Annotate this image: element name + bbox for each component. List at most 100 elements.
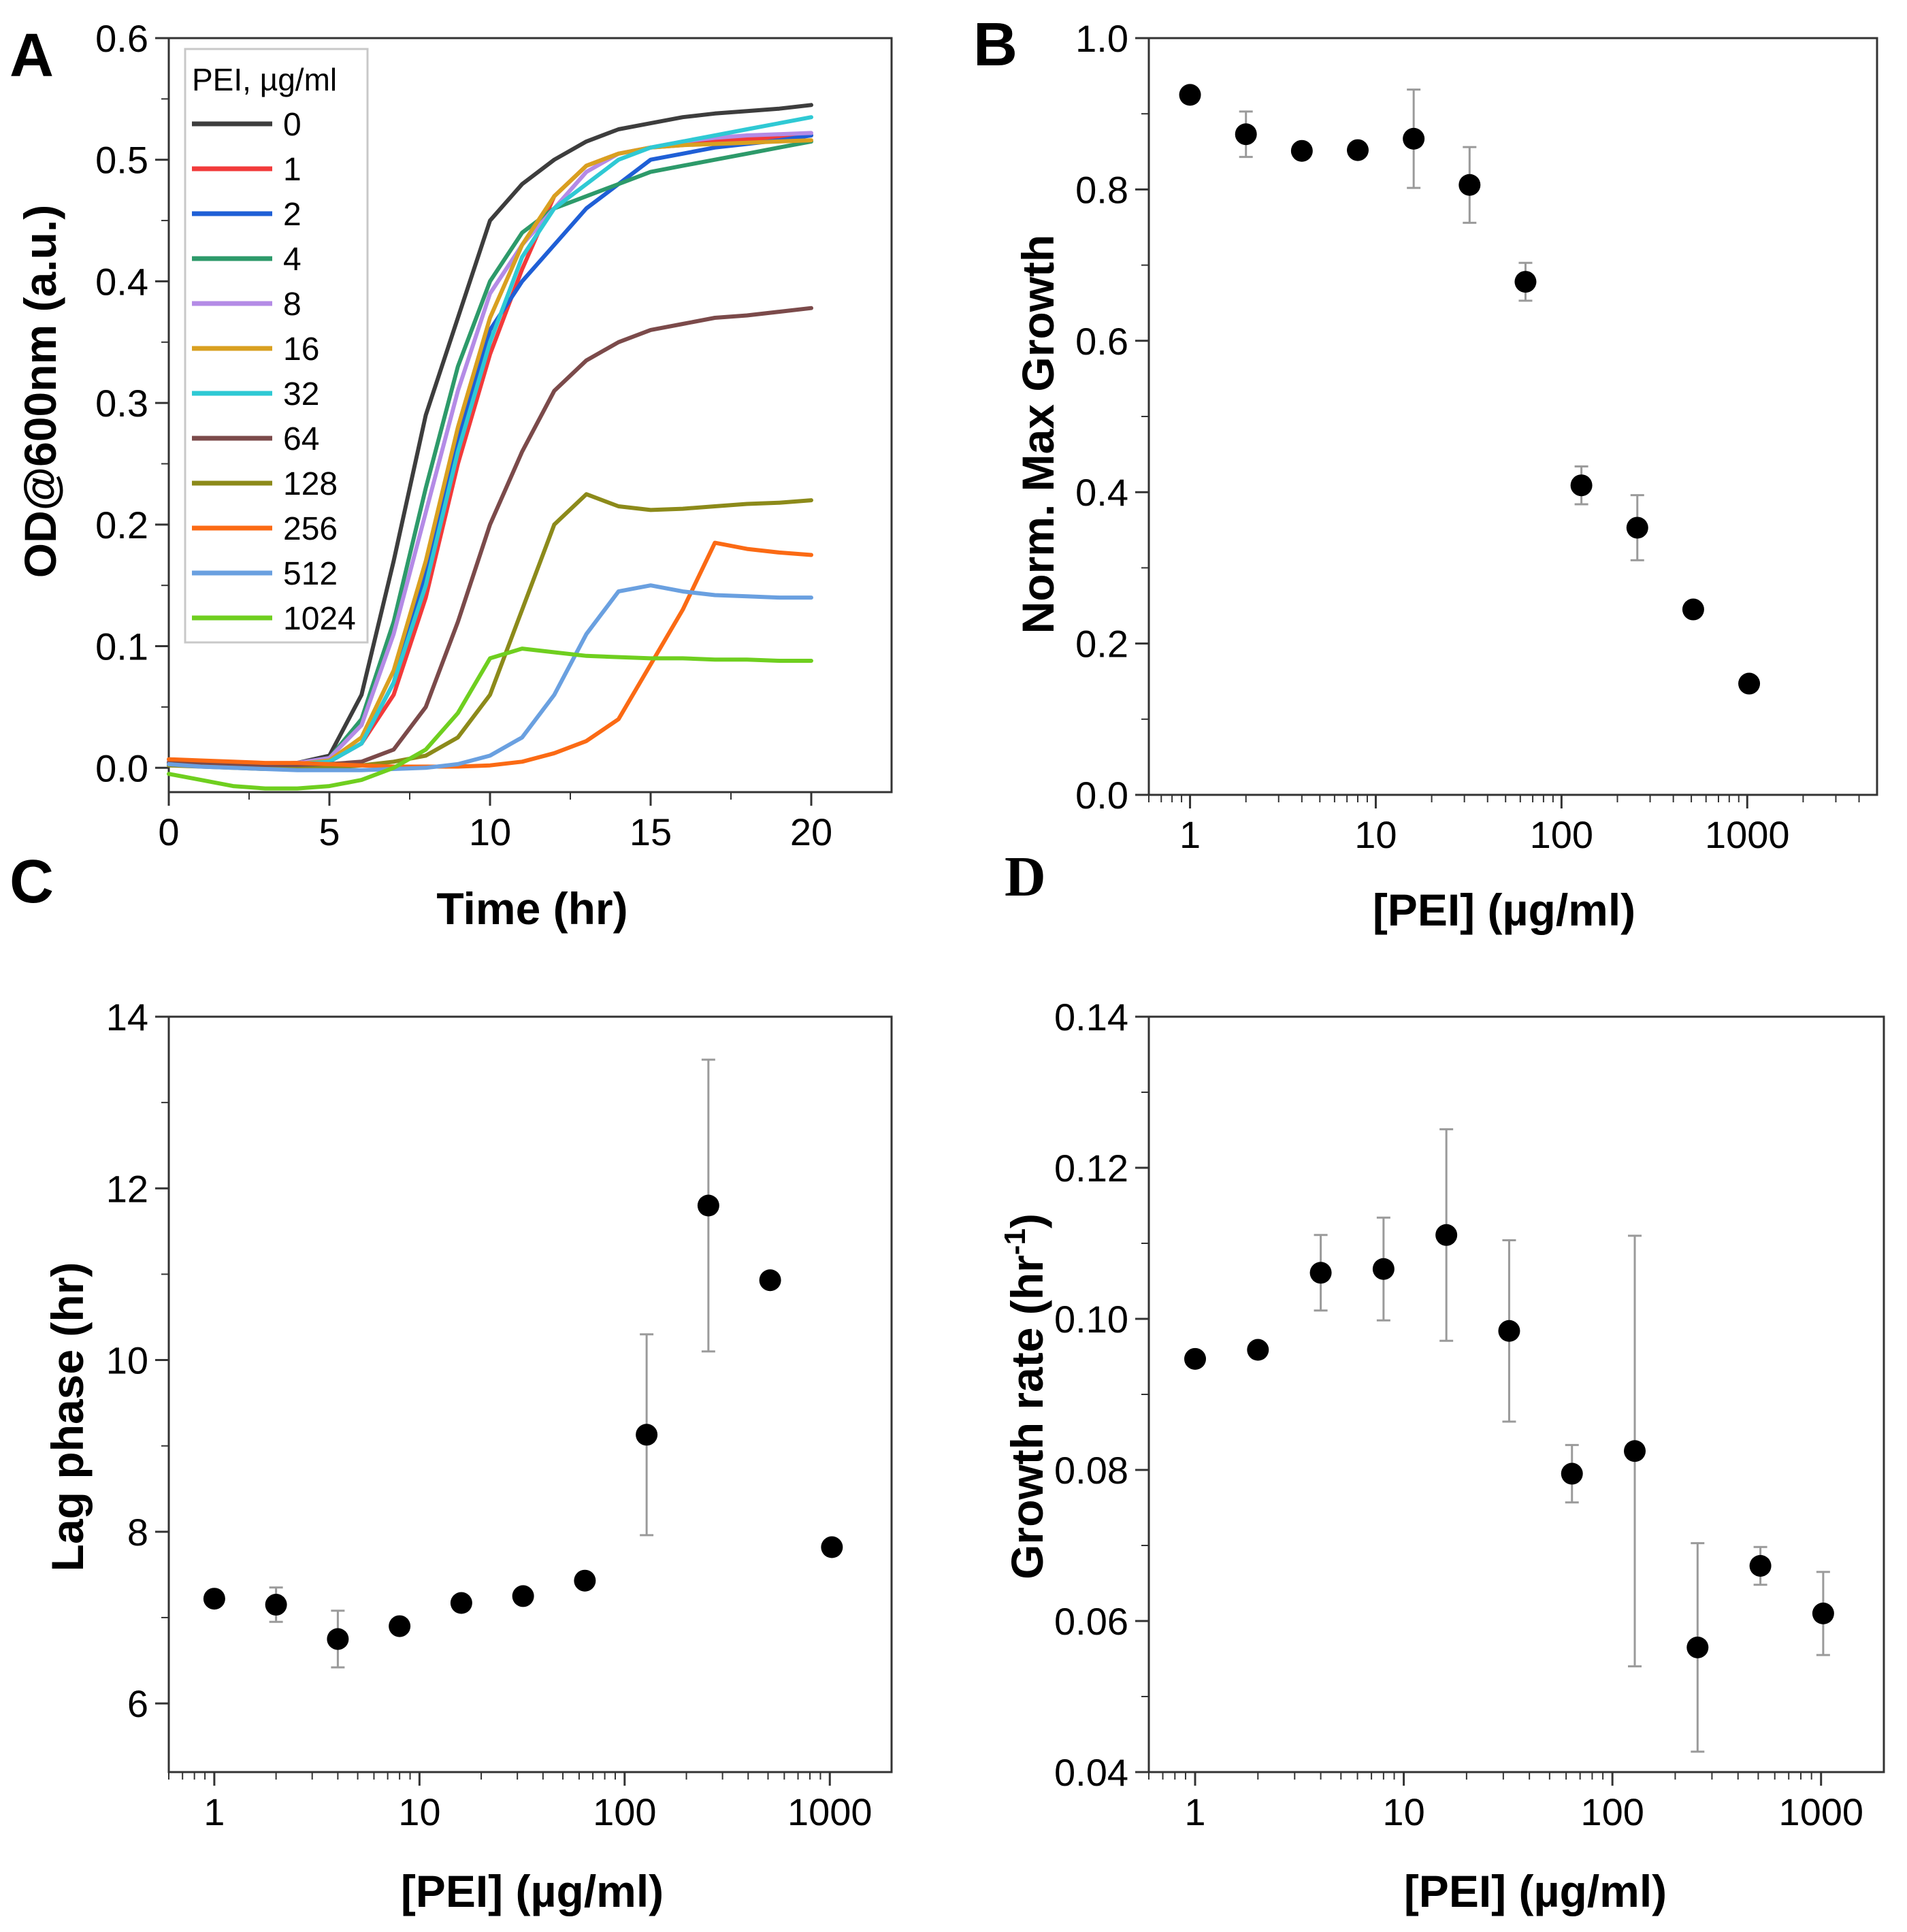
data-point (203, 1588, 225, 1610)
y-tick-label: 0.6 (95, 17, 148, 60)
x-tick-label: 1 (203, 1790, 225, 1833)
legend-label-1024: 1024 (283, 601, 356, 637)
y-tick-label: 0.14 (1054, 996, 1128, 1038)
data-point (450, 1592, 472, 1614)
y-tick-label: 0.12 (1054, 1147, 1128, 1190)
x-tick-label: 100 (1530, 813, 1593, 856)
data-point (574, 1569, 596, 1592)
legend-box (184, 48, 369, 644)
data-point (1570, 474, 1593, 497)
y-tick-label: 0.04 (1054, 1751, 1128, 1794)
legend-label-2: 2 (283, 197, 301, 233)
legend-label-4: 4 (283, 242, 301, 278)
x-tick-label: 10 (398, 1790, 440, 1833)
panel-a-legend: PEI, µg/ml 0 1 2 4 8 16 32 64 128 256 512 1024 (184, 48, 369, 644)
panel-a: A 0 5 10 15 200.00.10.20.30.40.50.6 Time (hr… (10, 17, 893, 934)
panel-b-y-axis-label: Norm. Max Growth (1013, 235, 1063, 634)
data-point (1626, 517, 1648, 539)
data-point (1435, 1224, 1458, 1246)
data-point (821, 1536, 843, 1558)
legend-label-512: 512 (283, 556, 338, 592)
data-point (1498, 1320, 1520, 1342)
data-point (1458, 174, 1481, 196)
y-tick-label: 0.10 (1054, 1298, 1128, 1341)
data-point (1235, 123, 1257, 146)
x-tick-label: 10 (469, 811, 511, 853)
panel-b-x-axis-label: [PEI] (µg/ml) (1373, 885, 1635, 935)
panel-d-y-axis-label-close: ) (1002, 1213, 1052, 1228)
y-tick-label: 10 (106, 1339, 148, 1382)
x-tick-label: 100 (593, 1790, 656, 1833)
x-tick-label: 1 (1184, 1790, 1205, 1833)
series-line-1024 (167, 646, 813, 791)
data-point (1686, 1636, 1709, 1658)
data-point (759, 1269, 781, 1292)
data-point (636, 1424, 658, 1446)
data-point (697, 1194, 719, 1217)
series-line-256 (167, 540, 813, 769)
x-tick-label: 0 (158, 811, 179, 853)
y-tick-label: 0.6 (1075, 320, 1128, 363)
y-tick-label: 0.3 (95, 382, 148, 425)
y-tick-label: 0.2 (1075, 623, 1128, 666)
data-point (1738, 672, 1761, 695)
x-tick-label: 100 (1580, 1790, 1644, 1833)
x-tick-label: 10 (1354, 813, 1397, 856)
data-point (1682, 598, 1704, 621)
panel-c-letter: C (10, 848, 54, 916)
y-tick-label: 0.8 (1075, 168, 1128, 211)
panel-d-y-axis-label-main: Growth rate (hr (1002, 1255, 1052, 1579)
x-tick-label: 1000 (1705, 813, 1790, 856)
legend-label-32: 32 (283, 376, 319, 412)
panel-b-plot-area: 1 10 100 1000 0.0 0.2 0.4 0.6 0.8 1.0 (1075, 17, 1878, 856)
panel-c-y-axis-label: Lag phase (hr) (42, 1262, 93, 1572)
panel-a-x-axis-label: Time (hr) (436, 883, 627, 934)
x-tick-label: 20 (790, 811, 832, 853)
panel-c-x-axis-label: [PEI] (µg/ml) (401, 1866, 664, 1916)
x-tick-label: 1000 (787, 1790, 873, 1833)
data-point (1247, 1339, 1269, 1361)
panel-d-plot-area: 1 10 100 1000 0.04 0.06 0.08 0.10 0.12 0.14 (1054, 996, 1885, 1833)
data-point (1372, 1258, 1395, 1280)
y-tick-label: 0.4 (95, 260, 148, 303)
y-tick-label: 0.4 (1075, 471, 1128, 514)
data-point (1184, 1347, 1207, 1370)
legend-label-128: 128 (283, 466, 338, 502)
data-point (512, 1585, 534, 1607)
panel-a-plot-area: 0 5 10 15 200.00.10.20.30.40.50.6 (95, 17, 893, 853)
y-tick-label: 0.0 (1075, 774, 1128, 817)
x-tick-label: 10 (1382, 1790, 1424, 1833)
panel-d-letter: D (1005, 845, 1046, 908)
y-tick-label: 0.0 (95, 747, 148, 789)
data-point (1290, 140, 1313, 162)
data-point (1561, 1462, 1583, 1485)
legend-label-256: 256 (283, 511, 338, 547)
legend-label-8: 8 (283, 286, 301, 323)
data-point (1812, 1602, 1834, 1624)
y-tick-label: 6 (127, 1682, 148, 1725)
data-point (1403, 127, 1425, 150)
y-tick-label: 12 (106, 1167, 148, 1210)
panel-a-y-axis-label: OD@600nm (a.u.) (15, 205, 65, 578)
data-point (1514, 271, 1537, 293)
y-tick-label: 1.0 (1075, 17, 1128, 60)
series-line-64 (167, 306, 813, 768)
legend-label-16: 16 (283, 331, 319, 367)
y-tick-label: 0.2 (95, 504, 148, 546)
y-tick-label: 0.5 (95, 139, 148, 182)
y-tick-label: 0.1 (95, 625, 148, 668)
panel-a-letter: A (10, 22, 54, 90)
x-tick-label: 5 (319, 811, 340, 853)
data-point (1309, 1262, 1332, 1284)
legend-label-64: 64 (283, 421, 319, 457)
panel-d: D 1 10 100 1000 0.04 0.06 0.08 0.10 0.12 0.14 [PE… (998, 845, 1885, 1916)
series-line-512 (167, 583, 813, 772)
data-point (327, 1628, 349, 1650)
data-point (1749, 1554, 1772, 1577)
axes-frame (167, 37, 893, 793)
x-tick-label: 1 (1179, 813, 1201, 856)
data-point (1346, 139, 1369, 161)
panel-d-y-axis-label: Growth rate (hr-1) (998, 1213, 1052, 1579)
data-point (265, 1594, 287, 1616)
panel-d-y-axis-label-superscript: -1 (998, 1228, 1032, 1255)
